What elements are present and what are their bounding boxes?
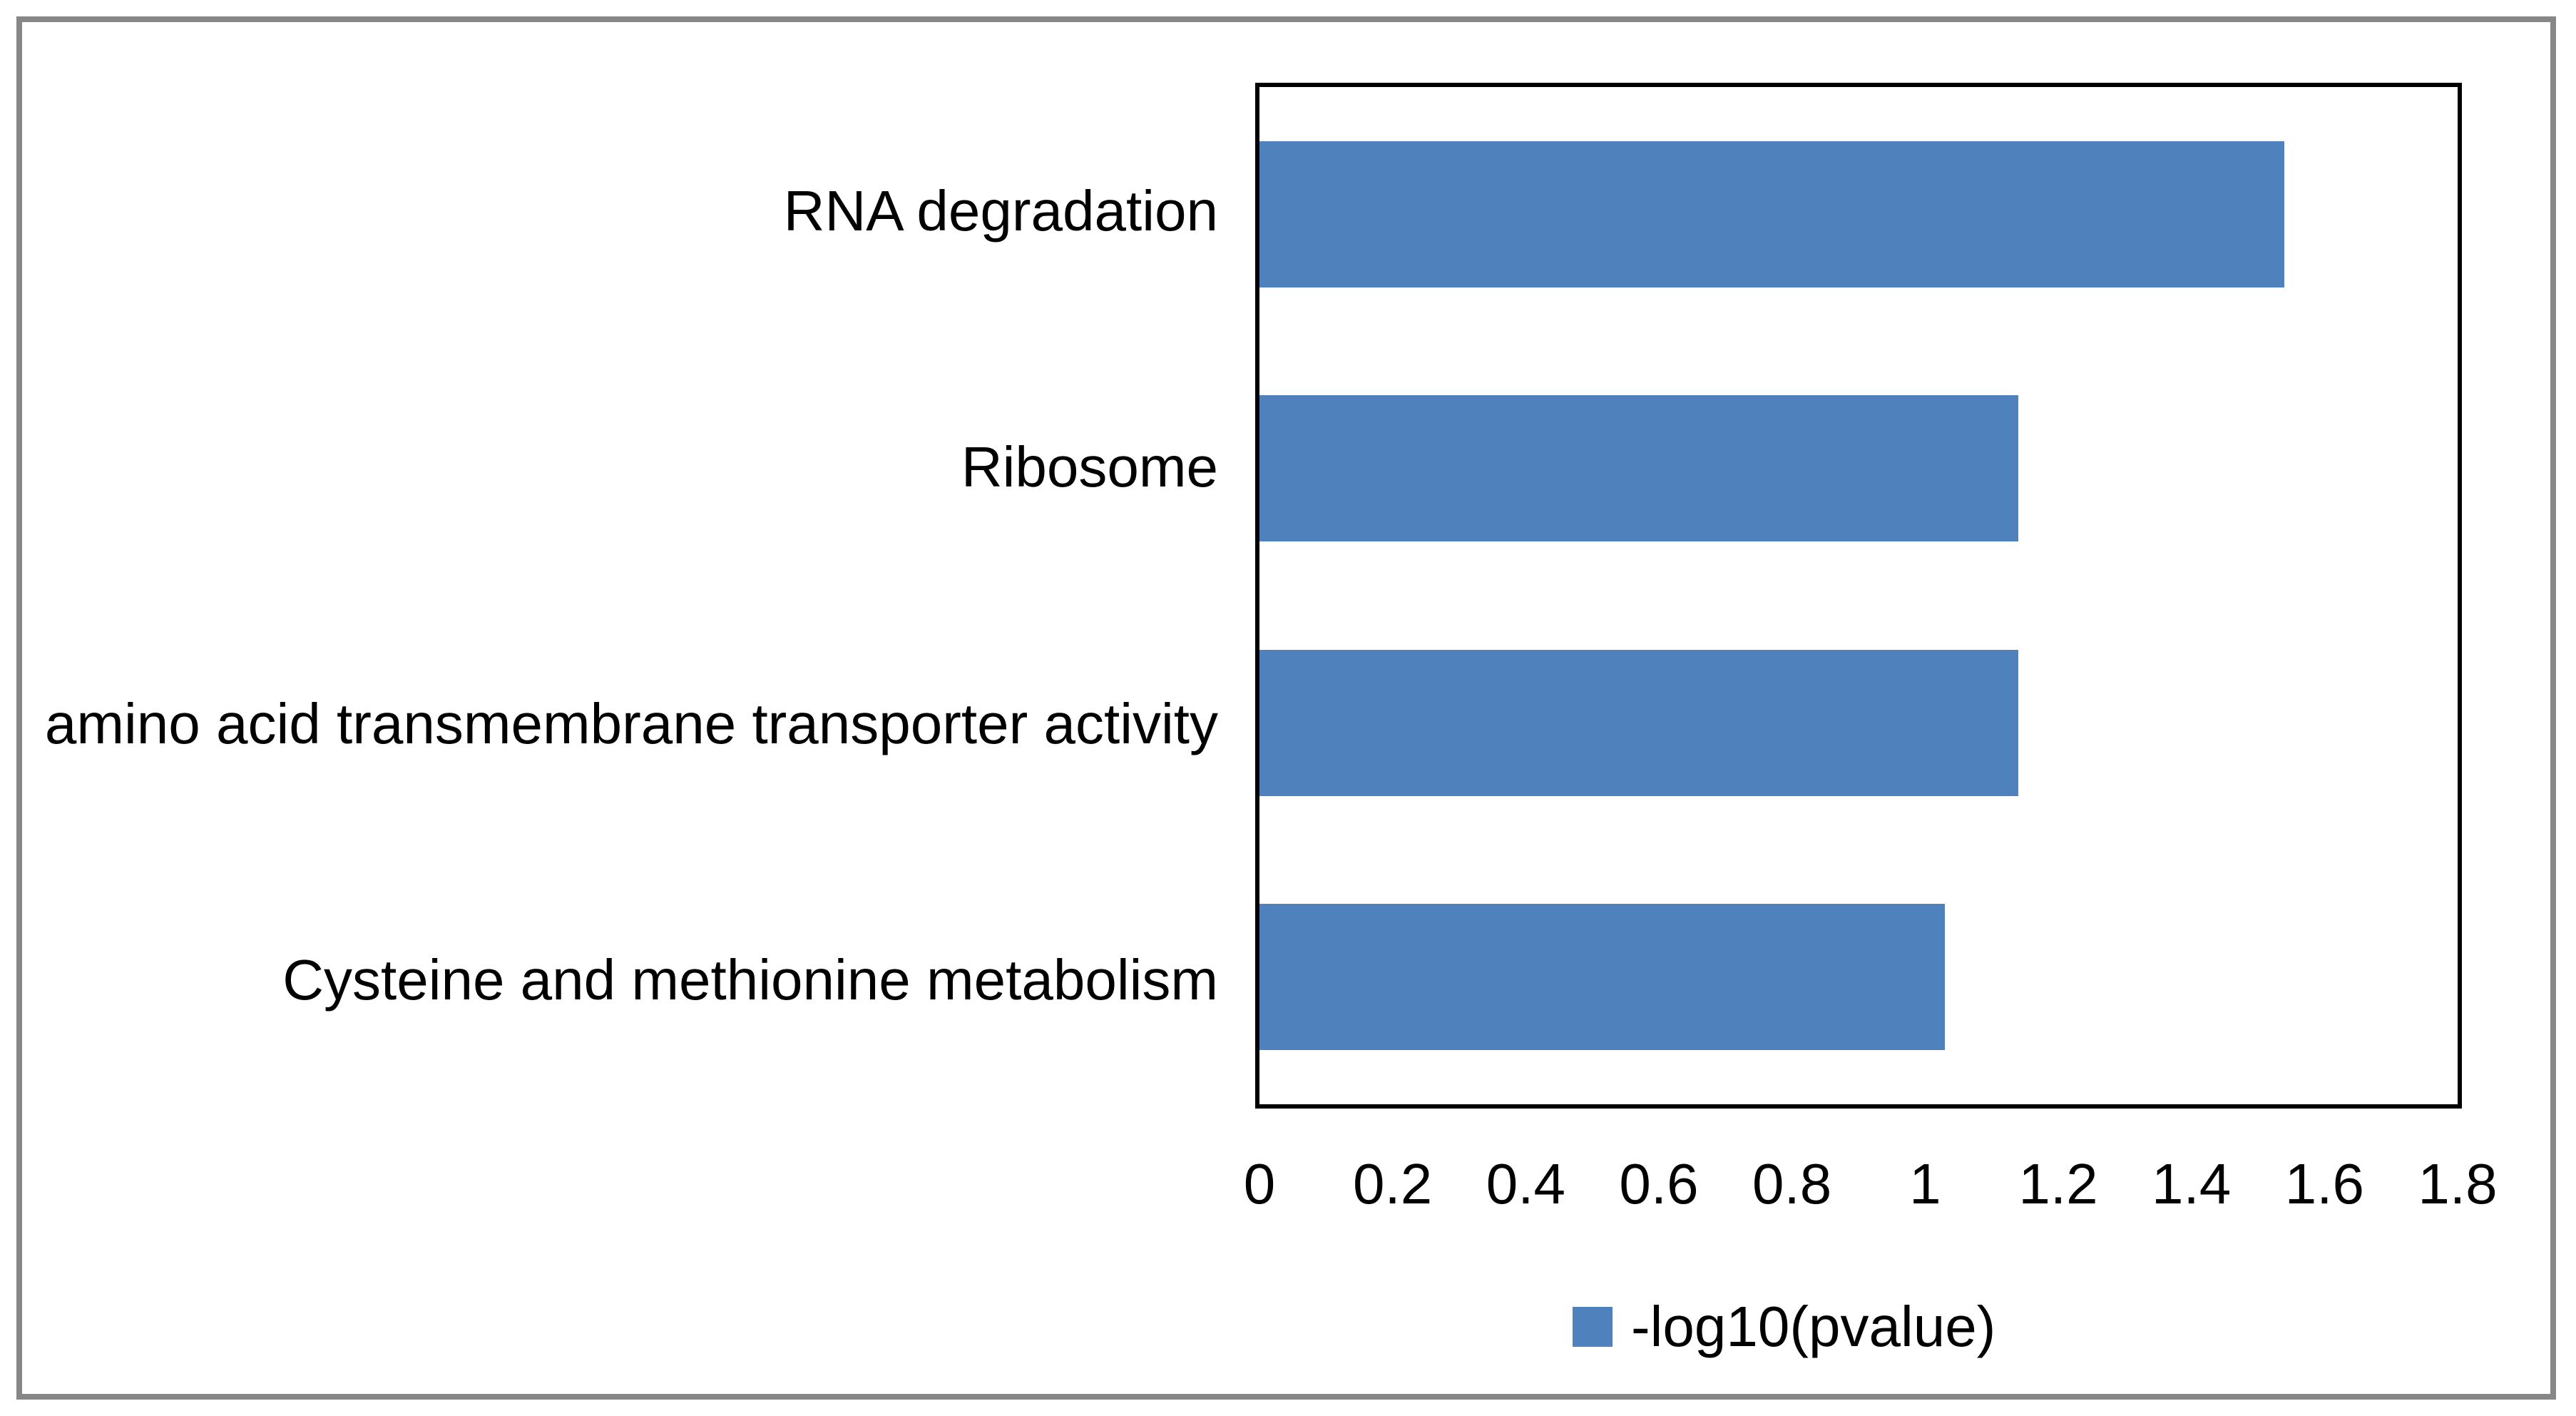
x-tick-label: 1.2: [2018, 1152, 2098, 1216]
bar-cysteine-methionine: [1259, 904, 1946, 1051]
x-axis-tick-labels: 0 0.2 0.4 0.6 0.8 1 1.2 1.4 1.6 1.8: [1244, 1146, 2498, 1220]
category-label-ribosome: Ribosome: [961, 435, 1218, 499]
x-tick-label: 0.8: [1752, 1152, 1832, 1216]
x-tick-label: 0.6: [1619, 1152, 1699, 1216]
category-axis-labels: RNA degradation Ribosome amino acid tran…: [29, 83, 1218, 1109]
legend-label: -log10(pvalue): [1631, 1295, 1996, 1358]
category-label-cysteine-methionine: Cysteine and methionine metabolism: [282, 948, 1218, 1012]
x-tick-label: 1: [1909, 1152, 1941, 1216]
x-tick-label: 1.6: [2284, 1152, 2364, 1216]
legend: -log10(pvalue): [1573, 1293, 1995, 1361]
x-tick-label: 0: [1243, 1152, 1276, 1216]
category-band: [1259, 87, 2458, 342]
category-label-rna-degradation: RNA degradation: [783, 178, 1218, 243]
bar-rna-degradation: [1259, 141, 2285, 287]
category-band: [1259, 596, 2458, 850]
category-band: [1259, 850, 2458, 1105]
x-tick-label: 0.4: [1486, 1152, 1565, 1216]
bar-amino-acid-transporter: [1259, 649, 2018, 796]
category-label-amino-acid-transporter: amino acid transmembrane transporter act…: [44, 691, 1218, 755]
plot-area: [1255, 83, 2462, 1109]
x-tick-label: 0.2: [1353, 1152, 1433, 1216]
x-tick-label: 1.8: [2418, 1152, 2498, 1216]
legend-marker-icon: [1573, 1307, 1612, 1347]
category-band: [1259, 342, 2458, 596]
bar-ribosome: [1259, 395, 2018, 542]
x-tick-label: 1.4: [2152, 1152, 2232, 1216]
